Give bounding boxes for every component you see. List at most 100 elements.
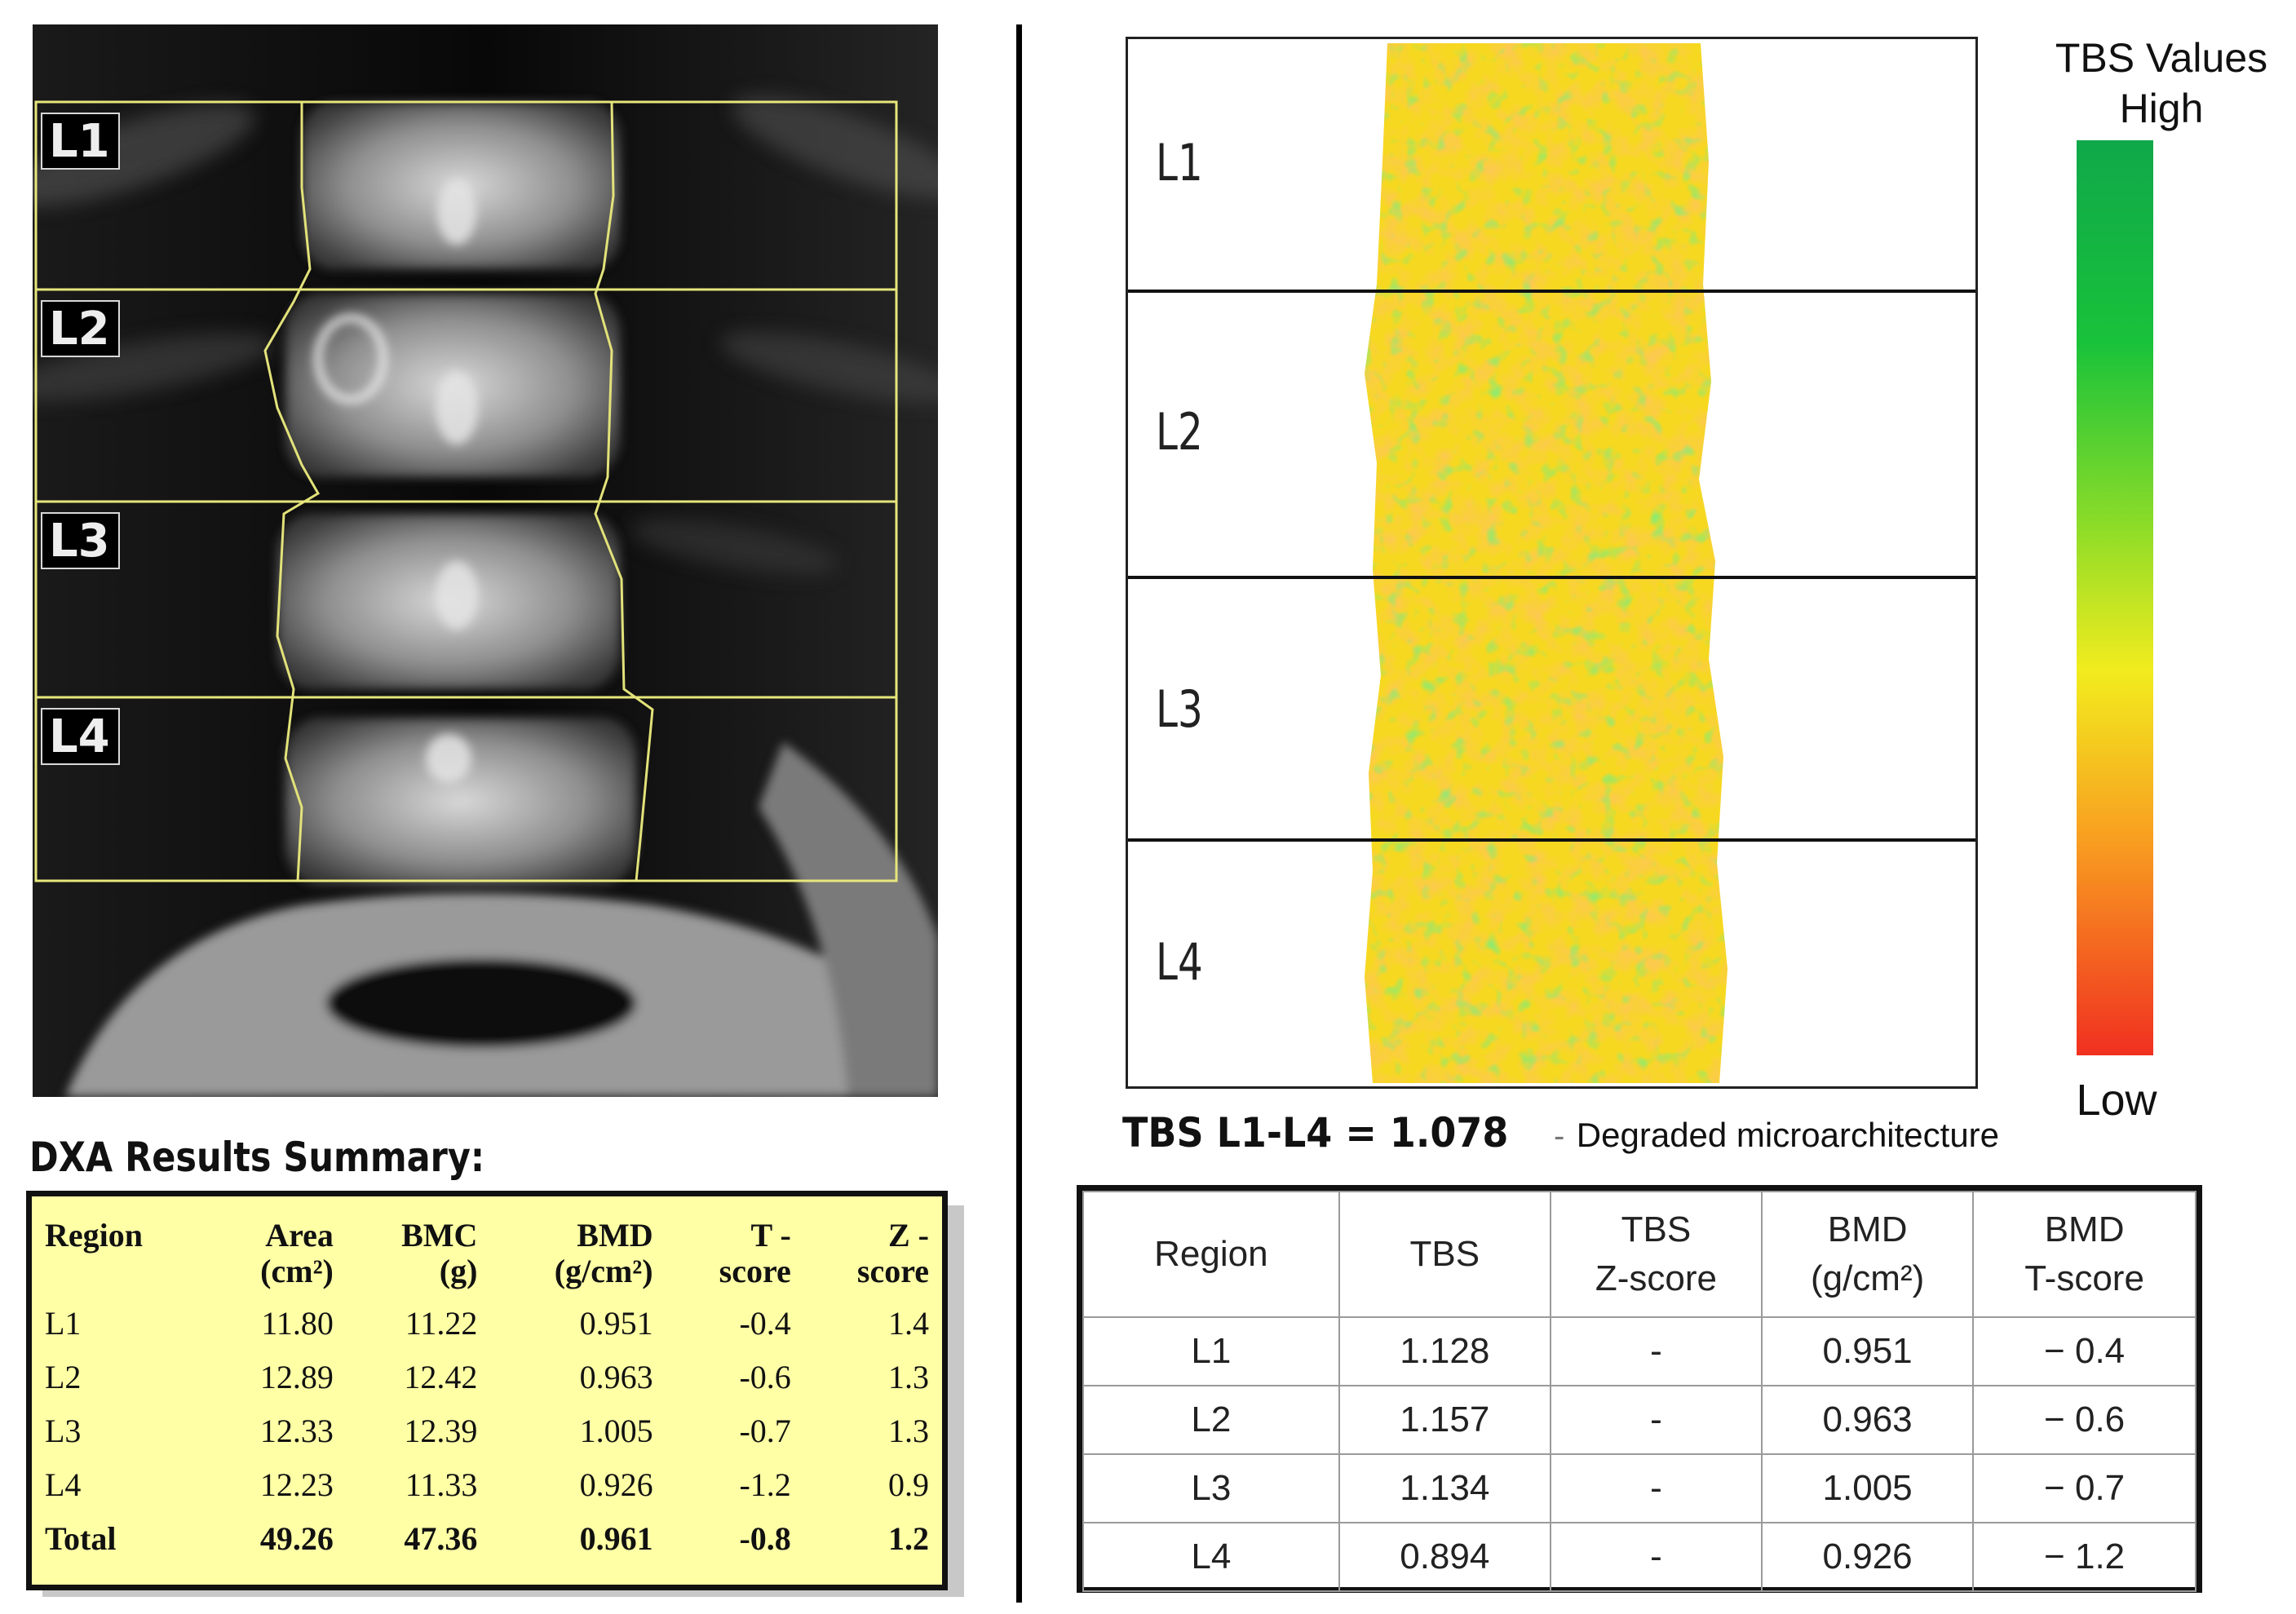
dxa-header-region: Region: [45, 1217, 143, 1254]
tbs-cell: L1: [1082, 1316, 1340, 1386]
dxa-table-row: L3 12.33 12.39 1.005 -0.7 1.3: [32, 1404, 942, 1457]
tbs-cell: 1.134: [1338, 1453, 1551, 1523]
tbs-summary-value: TBS L1-L4 = 1.078: [1122, 1109, 1509, 1156]
dxa-header-bmc: BMC (g): [401, 1217, 478, 1289]
dxa-cell: 0.9: [888, 1466, 929, 1503]
tbs-header-tbs-z-score: TBS Z-score: [1549, 1191, 1763, 1318]
tbs-color-scale-bar: [2077, 140, 2153, 1055]
tbs-cell: -: [1549, 1522, 1763, 1592]
tbs-cell: 0.951: [1761, 1316, 1975, 1386]
tbs-divider-l2-l3: [1128, 576, 1975, 579]
dxa-cell: -1.2: [739, 1466, 791, 1503]
dxa-cell: 1.4: [888, 1304, 929, 1342]
dxa-header-t-score: T - score: [719, 1217, 791, 1289]
dxa-cell: 11.80: [261, 1304, 334, 1342]
dxa-results-table: Region Area (cm²) BMC (g) BMD (g/cm²) T - sc…: [26, 1191, 948, 1590]
tbs-results-table: Region TBS TBS Z-score BMD (g/cm²) BMD T-sc…: [1077, 1185, 2202, 1593]
tbs-cell: − 1.2: [1972, 1522, 2196, 1592]
dxa-results-heading: DXA Results Summary:: [29, 1134, 485, 1181]
tbs-legend-high-label: High: [2119, 86, 2204, 131]
dxa-table-row: L4 12.23 11.33 0.926 -1.2 0.9: [32, 1457, 942, 1511]
dxa-label-l3: L3: [41, 512, 120, 569]
dxa-cell: 1.3: [888, 1358, 929, 1395]
tbs-cell: -: [1549, 1453, 1763, 1523]
dxa-total-cell: 49.26: [259, 1519, 334, 1557]
tbs-divider-l3-l4: [1128, 838, 1975, 842]
tbs-header-bmd-t-score: BMD T-score: [1972, 1191, 2196, 1318]
tbs-divider-l1-l2: [1128, 290, 1975, 293]
dxa-cell: -0.7: [739, 1412, 791, 1449]
tbs-header-region: Region: [1082, 1191, 1340, 1318]
dxa-cell: L2: [45, 1358, 82, 1395]
dxa-cell: 1.3: [888, 1412, 929, 1449]
dxa-cell: 12.42: [404, 1358, 478, 1395]
dxa-total-cell: -0.8: [739, 1519, 791, 1557]
tbs-header-bmd: BMD (g/cm²): [1761, 1191, 1975, 1318]
tbs-summary-note: Degraded microarchitecture: [1576, 1116, 2000, 1154]
dxa-total-cell: 47.36: [404, 1519, 478, 1557]
dxa-header-area: Area (cm²): [260, 1217, 334, 1289]
dxa-header-z-score: Z - score: [856, 1217, 929, 1289]
dxa-cell: 12.33: [259, 1412, 334, 1449]
dxa-scan-graphic: [33, 24, 938, 1097]
dxa-table-header-row: Region Area (cm²) BMC (g) BMD (g/cm²) T - sc…: [32, 1196, 942, 1296]
tbs-table-header-row: Region TBS TBS Z-score BMD (g/cm²) BMD T-sc…: [1082, 1191, 2196, 1318]
panel-divider: [1016, 24, 1022, 1603]
dxa-cell: 12.23: [259, 1466, 334, 1503]
dxa-cell: 11.33: [405, 1466, 478, 1503]
tbs-cell: − 0.6: [1972, 1385, 2196, 1455]
tbs-legend-low-label: Low: [2076, 1076, 2157, 1125]
tbs-label-l1: L1: [1156, 133, 1203, 192]
tbs-cell: L2: [1082, 1385, 1340, 1455]
tbs-table-row: L2 1.157 - 0.963 − 0.6: [1082, 1385, 2196, 1455]
tbs-label-l4: L4: [1156, 932, 1203, 992]
tbs-table-row: L1 1.128 - 0.951 − 0.4: [1082, 1316, 2196, 1386]
tbs-cell: -: [1549, 1385, 1763, 1455]
tbs-cell: 0.894: [1338, 1522, 1551, 1592]
dxa-cell: 0.926: [579, 1466, 653, 1503]
dxa-table-total-row: Total 49.26 47.36 0.961 -0.8 1.2: [32, 1511, 942, 1565]
dxa-total-cell: Total: [45, 1519, 117, 1557]
tbs-legend-title: TBS Values High: [2039, 33, 2284, 134]
dxa-table-row: L1 11.80 11.22 0.951 -0.4 1.4: [32, 1296, 942, 1350]
dxa-cell: 0.963: [579, 1358, 653, 1395]
tbs-header-tbs: TBS: [1338, 1191, 1551, 1318]
tbs-label-l3: L3: [1156, 679, 1203, 739]
dxa-label-l4: L4: [41, 708, 120, 765]
tbs-summary-line: TBS L1-L4 = 1.078 - Degraded microarchit…: [1122, 1109, 1999, 1156]
tbs-cell: L3: [1082, 1453, 1340, 1523]
tbs-table-row: L4 0.894 - 0.926 − 1.2: [1082, 1522, 2196, 1592]
tbs-summary-separator: -: [1554, 1118, 1565, 1154]
dxa-cell: L4: [45, 1466, 82, 1503]
dxa-total-cell: 1.2: [888, 1519, 929, 1557]
dxa-cell: -0.4: [739, 1304, 791, 1342]
dxa-total-cell: 0.961: [579, 1519, 653, 1557]
dxa-label-l1: L1: [41, 113, 120, 170]
tbs-heatmap-graphic: [1365, 43, 1728, 1083]
tbs-cell: L4: [1082, 1522, 1340, 1592]
dxa-cell: 1.005: [579, 1412, 653, 1449]
tbs-cell: − 0.7: [1972, 1453, 2196, 1523]
tbs-cell: 1.005: [1761, 1453, 1975, 1523]
dxa-cell: L1: [45, 1304, 82, 1342]
dxa-cell: 11.22: [405, 1304, 478, 1342]
tbs-legend-title-line1: TBS Values: [2055, 35, 2268, 81]
dxa-cell: 0.951: [579, 1304, 653, 1342]
dxa-label-l2: L2: [41, 300, 120, 357]
tbs-label-l2: L2: [1156, 402, 1203, 462]
dxa-header-bmd: BMD (g/cm²): [554, 1217, 653, 1289]
tbs-cell: 0.926: [1761, 1522, 1975, 1592]
dxa-table-row: L2 12.89 12.42 0.963 -0.6 1.3: [32, 1350, 942, 1404]
tbs-table-row: L3 1.134 - 1.005 − 0.7: [1082, 1453, 2196, 1523]
tbs-cell: -: [1549, 1316, 1763, 1386]
tbs-cell: 1.128: [1338, 1316, 1551, 1386]
dxa-cell: 12.89: [259, 1358, 334, 1395]
tbs-texture-map: L1 L2 L3 L4: [1126, 37, 1978, 1089]
tbs-cell: 1.157: [1338, 1385, 1551, 1455]
dxa-cell: 12.39: [404, 1412, 478, 1449]
dxa-spine-scan-image: L1 L2 L3 L4: [33, 24, 938, 1097]
tbs-cell: 0.963: [1761, 1385, 1975, 1455]
dxa-cell: L3: [45, 1412, 82, 1449]
tbs-cell: − 0.4: [1972, 1316, 2196, 1386]
